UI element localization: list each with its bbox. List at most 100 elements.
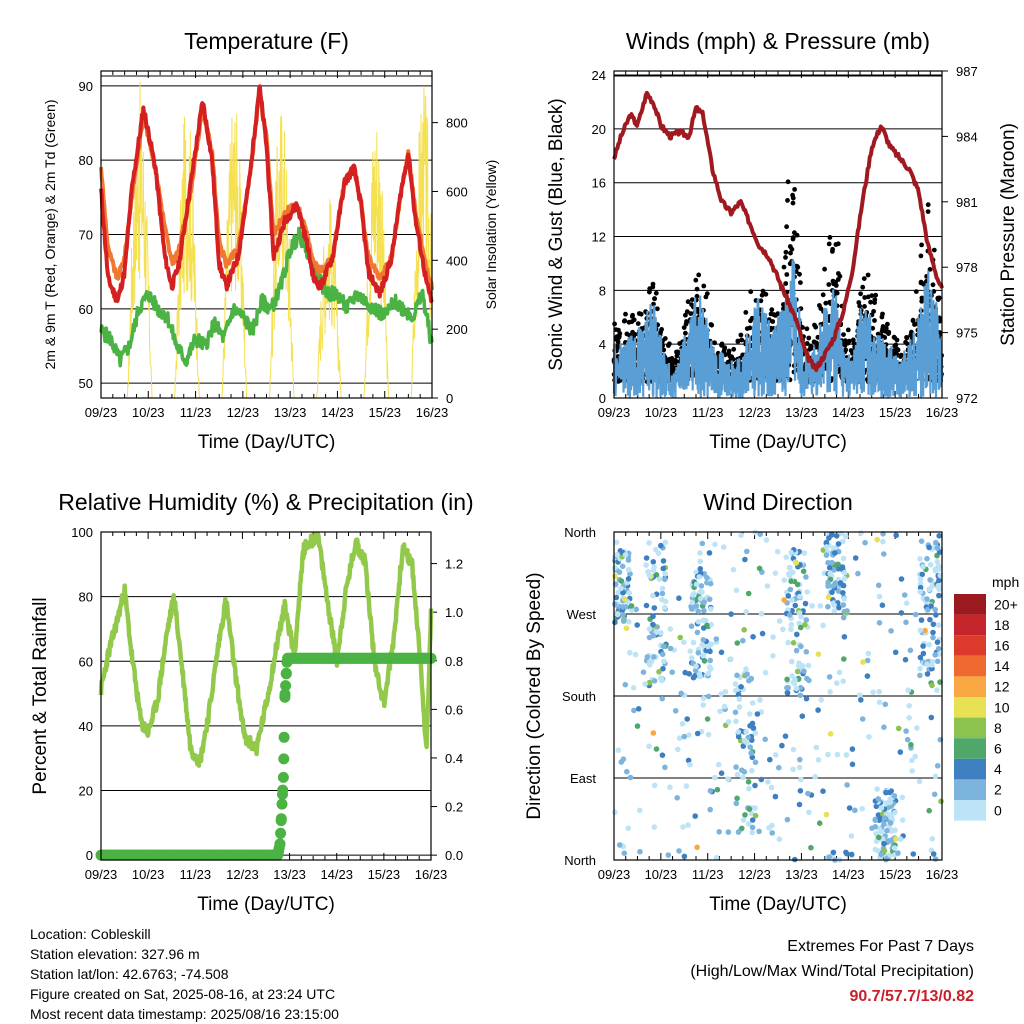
direction-point: [768, 784, 775, 791]
gust-point: [789, 246, 795, 252]
direction-point: [860, 659, 866, 665]
direction-point: [667, 626, 674, 632]
direction-point: [745, 590, 752, 597]
gust-point: [771, 312, 777, 317]
direction-point: [623, 625, 630, 631]
direction-point: [739, 825, 745, 832]
direction-point: [676, 848, 682, 854]
direction-point: [742, 556, 748, 563]
gust-point: [892, 348, 898, 353]
direction-point: [613, 594, 620, 601]
y2-tick-label: 975: [956, 326, 978, 341]
x-tick-label: 10/23: [132, 867, 165, 882]
rainfall-point: [277, 771, 289, 783]
direction-point: [693, 581, 700, 588]
direction-point: [769, 830, 775, 836]
direction-point: [752, 730, 759, 736]
gust-point: [842, 338, 848, 344]
direction-point: [935, 582, 942, 589]
direction-point: [633, 606, 639, 613]
direction-point: [725, 719, 732, 725]
legend-swatch: [954, 779, 986, 800]
x-tick-label: 11/23: [180, 405, 212, 420]
direction-point: [784, 676, 790, 683]
direction-point: [827, 731, 834, 737]
direction-point: [700, 695, 707, 702]
direction-point: [713, 855, 720, 861]
gust-point: [743, 310, 749, 315]
rainfall-point: [278, 753, 290, 765]
gust-point: [638, 311, 644, 317]
direction-point: [686, 732, 692, 738]
x-tick-label: 10/23: [645, 867, 678, 882]
direction-point: [643, 602, 650, 609]
gust-point: [904, 335, 910, 341]
direction-point: [898, 576, 905, 582]
direction-point: [619, 563, 626, 570]
gust-point: [798, 280, 803, 285]
gust-point: [898, 354, 903, 359]
direction-point: [750, 634, 756, 640]
y2-tick-label: 200: [446, 322, 468, 337]
gust-point: [872, 318, 877, 323]
direction-point: [922, 627, 928, 634]
direction-point: [918, 538, 925, 544]
direction-point: [841, 634, 848, 640]
direction-point: [883, 856, 890, 862]
direction-point: [616, 842, 623, 848]
direction-point: [799, 713, 806, 719]
direction-point: [932, 856, 939, 862]
direction-point: [700, 653, 706, 659]
y2-axis-label: Station Pressure (Maroon): [998, 123, 1019, 346]
direction-point: [717, 708, 723, 715]
direction-point: [762, 669, 769, 676]
direction-point: [801, 668, 807, 674]
direction-point: [917, 672, 923, 679]
legend-swatch: [954, 800, 986, 821]
gust-point: [790, 195, 796, 201]
direction-point: [730, 566, 737, 573]
direction-point: [924, 596, 930, 602]
direction-point: [870, 689, 876, 695]
direction-point: [681, 639, 687, 645]
direction-point: [802, 600, 809, 607]
direction-point: [831, 567, 837, 573]
x-tick-label: 15/23: [368, 405, 401, 420]
direction-point: [741, 627, 747, 633]
direction-point: [902, 656, 909, 663]
x-tick-label: 14/23: [320, 867, 353, 882]
direction-point: [627, 649, 633, 656]
rainfall-point: [280, 668, 292, 680]
direction-point: [707, 664, 713, 670]
direction-point: [703, 617, 709, 624]
direction-point: [835, 588, 842, 594]
direction-point: [808, 844, 814, 851]
direction-point: [699, 642, 705, 648]
direction-point: [917, 589, 923, 595]
legend-label: 20+: [994, 596, 1018, 612]
direction-point: [650, 730, 657, 736]
direction-point: [917, 627, 924, 634]
direction-point: [797, 624, 804, 631]
plot-border: [613, 531, 943, 861]
gust-point: [919, 242, 924, 248]
gust-point: [677, 341, 683, 346]
direction-point: [722, 688, 729, 695]
gust-point: [885, 321, 890, 327]
direction-point: [918, 617, 925, 623]
direction-point: [650, 654, 657, 660]
direction-point: [743, 666, 749, 672]
direction-point: [834, 751, 841, 758]
gust-point: [790, 200, 796, 206]
gust-point: [886, 331, 891, 336]
y2-tick-label: 0.4: [445, 751, 463, 766]
direction-point: [924, 555, 930, 562]
direction-point: [906, 715, 912, 721]
direction-point: [815, 757, 822, 763]
direction-point: [721, 703, 728, 710]
direction-point: [841, 596, 847, 602]
gust-point: [931, 289, 937, 294]
gust-point: [861, 276, 867, 281]
gust-point: [871, 309, 876, 314]
direction-point: [898, 610, 905, 616]
